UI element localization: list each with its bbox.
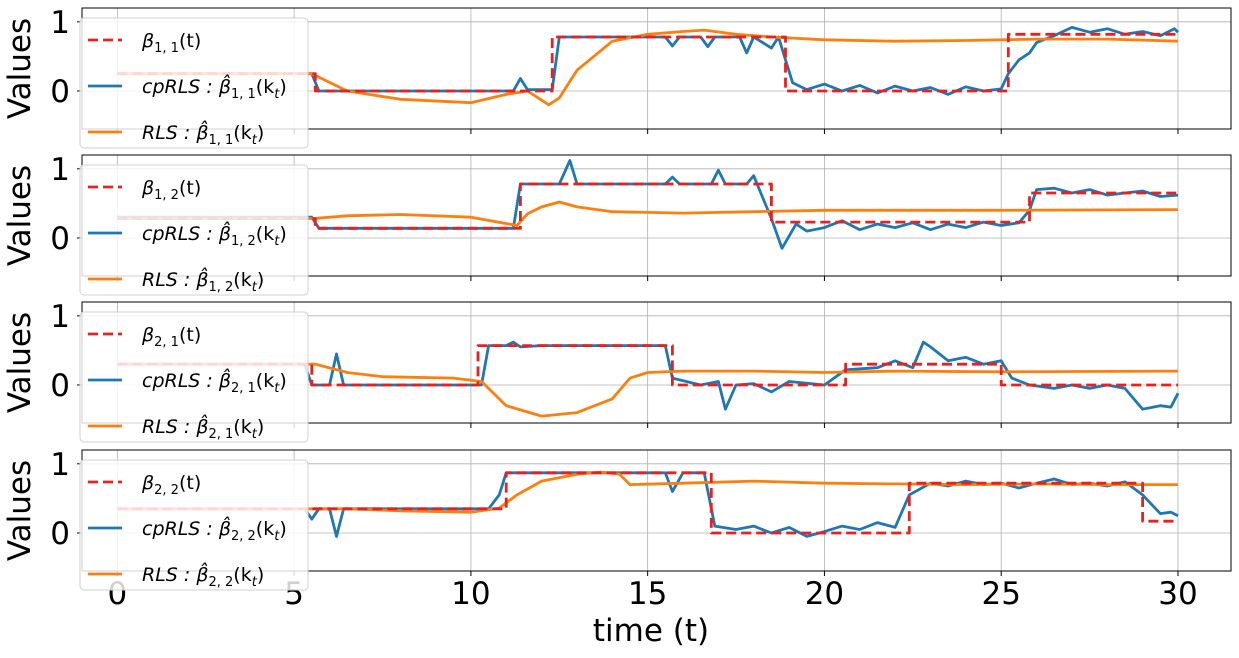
y-tick-label: 0 — [50, 74, 70, 110]
series-line-true-panel-3 — [117, 344, 1178, 387]
legend-label-rls: RLS : β̂2, 1(kt) — [142, 414, 264, 442]
x-axis-label: time (t) — [593, 613, 709, 649]
y-axis-label: Values — [2, 460, 38, 561]
legend-label-true: β2, 1(t) — [141, 324, 201, 350]
legend-label-rls: RLS : β̂1, 1(kt) — [142, 120, 264, 148]
legend-label-true: β1, 1(t) — [141, 30, 201, 56]
y-tick-label: 0 — [50, 368, 70, 404]
x-tick-label: 15 — [628, 576, 667, 612]
legend-box — [79, 164, 309, 296]
panel-3: 0 1 Values β2, 1(t) cpRLS : β̂2, 1(kt) RLS : … — [2, 299, 1232, 443]
series-line-true-panel-4 — [117, 471, 1178, 535]
y-tick-label: 1 — [50, 299, 70, 335]
y-axis-label: Values — [2, 165, 38, 266]
y-tick-label: 0 — [50, 221, 70, 257]
panel-2: 0 1 Values β1, 2(t) cpRLS : β̂1, 2(kt) RLS : … — [2, 152, 1232, 296]
legend-label-true: β1, 2(t) — [141, 177, 201, 203]
x-tick-label: 10 — [451, 576, 490, 612]
series-line-true-panel-2 — [117, 182, 1178, 230]
series-line-cprls-panel-1 — [117, 26, 1179, 96]
x-tick-label: 30 — [1158, 576, 1197, 612]
legend-box — [79, 311, 309, 443]
y-tick-label: 1 — [50, 152, 70, 188]
legend-label-cprls: cpRLS : β̂1, 2(kt) — [142, 221, 287, 249]
series-line-rls-panel-3 — [117, 362, 1179, 418]
y-axis-label: Values — [2, 18, 38, 119]
y-axis-label: Values — [2, 312, 38, 413]
series-line-true-panel-1 — [117, 32, 1178, 93]
legend-label-cprls: cpRLS : β̂2, 1(kt) — [142, 368, 287, 396]
y-tick-label: 0 — [50, 516, 70, 552]
legend-label-rls: RLS : β̂2, 2(kt) — [142, 562, 264, 590]
y-tick-label: 1 — [50, 5, 70, 41]
legend-label-true: β2, 2(t) — [141, 472, 201, 498]
series-line-rls-panel-2 — [117, 200, 1179, 227]
legend-box — [79, 17, 309, 149]
panel-1: 0 1 Values β1, 1(t) cpRLS : β̂1, 1(kt) RLS : … — [2, 5, 1232, 149]
legend-label-cprls: cpRLS : β̂1, 1(kt) — [142, 74, 287, 102]
legend-label-rls: RLS : β̂1, 2(kt) — [142, 267, 264, 295]
y-tick-label: 1 — [50, 447, 70, 483]
legend-box — [79, 459, 309, 591]
legend-label-cprls: cpRLS : β̂2, 2(kt) — [142, 516, 287, 544]
x-tick-label: 20 — [805, 576, 844, 612]
x-tick-label: 25 — [981, 576, 1020, 612]
series-line-rls-panel-1 — [117, 28, 1179, 107]
